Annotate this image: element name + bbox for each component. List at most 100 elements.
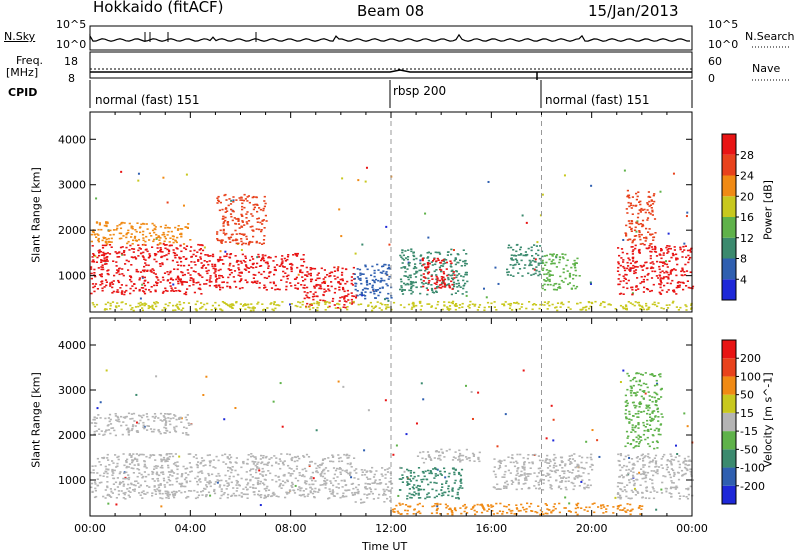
power-cell-12-301 [690,304,693,307]
velocity-cell-0-461 [288,467,291,469]
power-cell-9-49 [562,257,565,260]
velocity-cell-0-652 [311,483,314,486]
velocity-cell-4-31 [493,466,496,468]
power-cell-3-119 [256,210,259,213]
power-cell-1-156 [299,270,302,272]
power-cell-3-141 [221,208,224,211]
velocity-cell-0-27 [200,470,203,472]
power-cell-12-270 [141,309,144,312]
power-cell-2-34 [346,295,349,297]
power-cell-10-69 [618,273,621,276]
velocity-cell-0-30 [183,478,187,481]
power-cell-12-342 [478,304,482,306]
velocity-cell-7-198 [474,513,477,516]
velocity-cell-0-707 [175,491,178,493]
velocity-cell-2-4 [406,478,410,480]
velocity-cell-5-8 [619,454,623,457]
power-cell-10-155 [631,253,634,255]
power-cell-5-22 [384,272,387,275]
velocity-speckle-64 [436,468,439,471]
velocity-cell-0-780 [226,456,229,458]
power-cell-4-64 [153,224,156,227]
velocity-cell-2-95 [410,497,413,499]
power-cell-0-385 [179,244,182,247]
velocity-cell-3-47 [452,456,455,458]
power-cell-12-320 [211,304,214,307]
velocity-cell-7-171 [553,503,556,505]
velocity-cell-0-432 [130,482,133,485]
velocity-cell-0-434 [343,495,346,498]
velocity-cell-0-185 [137,454,141,457]
power-cell-12-271 [161,309,164,311]
velocity-cell-5-219 [644,471,647,474]
power-cell-1-41 [281,255,284,257]
power-cell-2-59 [303,287,306,289]
power-cell-8-38 [519,246,522,249]
velocity-cell-4-25 [568,455,571,457]
velocity-cell-4-17 [527,454,530,456]
velocity-cell-0-299 [286,493,289,495]
power-cell-1-64 [301,265,304,267]
velocity-cell-6-120 [632,401,635,404]
power-cell-7-22 [435,260,438,262]
power-cell-5-78 [360,291,363,294]
velocity-cell-6-119 [631,424,634,426]
power-cell-3-129 [220,241,223,243]
velocity-cell-4-124 [563,472,566,475]
power-cell-4-128 [102,236,105,239]
velocity-cell-5-76 [662,475,665,477]
power-cell-3-24 [255,241,258,244]
power-speckle-16 [452,249,455,252]
power-cell-12-118 [91,302,94,304]
velocity-cell-8-112 [131,428,134,430]
velocity-cell-8-51 [154,415,157,418]
power-cell-4-162 [131,243,134,245]
velocity-cell-5-241 [643,473,646,475]
velocity-cell-5-72 [616,485,619,488]
velocity-cell-2-111 [427,483,430,486]
power-cell-0-58 [178,256,181,259]
power-cell-4-7 [154,226,157,228]
power-cell-12-329 [443,305,446,307]
velocity-cell-0-734 [230,481,233,484]
velocity-cell-0-411 [317,491,320,493]
velocity-cell-5-42 [677,478,681,481]
power-cell-12-13 [657,302,660,304]
velocity-speckle-78 [644,392,647,395]
velocity-cell-7-49 [515,504,518,506]
velocity-cell-8-46 [186,414,189,416]
velocity-cell-6-155 [630,394,633,397]
power-cell-3-108 [251,196,254,199]
velocity-cell-7-0 [536,511,539,514]
power-cell-0-280 [164,247,167,250]
power-cell-2-6 [346,280,349,283]
velocity-cell-0-169 [315,467,318,470]
velocity-cell-1-68 [388,490,391,492]
power-cell-5-4 [371,286,374,289]
power-cell-2-108 [312,298,315,301]
velocity-cell-6-136 [637,438,640,440]
power-cell-11-85 [637,223,640,226]
power-cell-12-212 [141,307,144,309]
power-cell-0-276 [181,282,184,284]
velocity-cell-0-383 [170,453,173,455]
velocity-cell-0-132 [128,454,131,456]
velocity-cell-6-177 [624,445,627,448]
power-cell-4-81 [118,223,121,226]
power-cell-0-359 [112,290,115,293]
power-cell-0-131 [130,256,133,258]
velocity-cell-0-340 [163,458,166,461]
power-speckle-41 [383,298,386,301]
velocity-cell-0-396 [227,470,230,472]
velocity-cell-0-618 [267,489,271,491]
power-cell-12-126 [671,302,674,304]
velocity-cell-3-52 [478,460,481,463]
velocity-cell-0-523 [187,453,190,455]
power-cell-12-164 [600,302,603,305]
power-cell-0-94 [174,287,177,289]
power-cell-9-45 [546,277,549,279]
velocity-cell-0-416 [94,481,97,483]
velocity-cell-4-255 [554,456,557,459]
power-cell-0-389 [141,275,144,278]
velocity-cell-0-681 [204,488,207,490]
